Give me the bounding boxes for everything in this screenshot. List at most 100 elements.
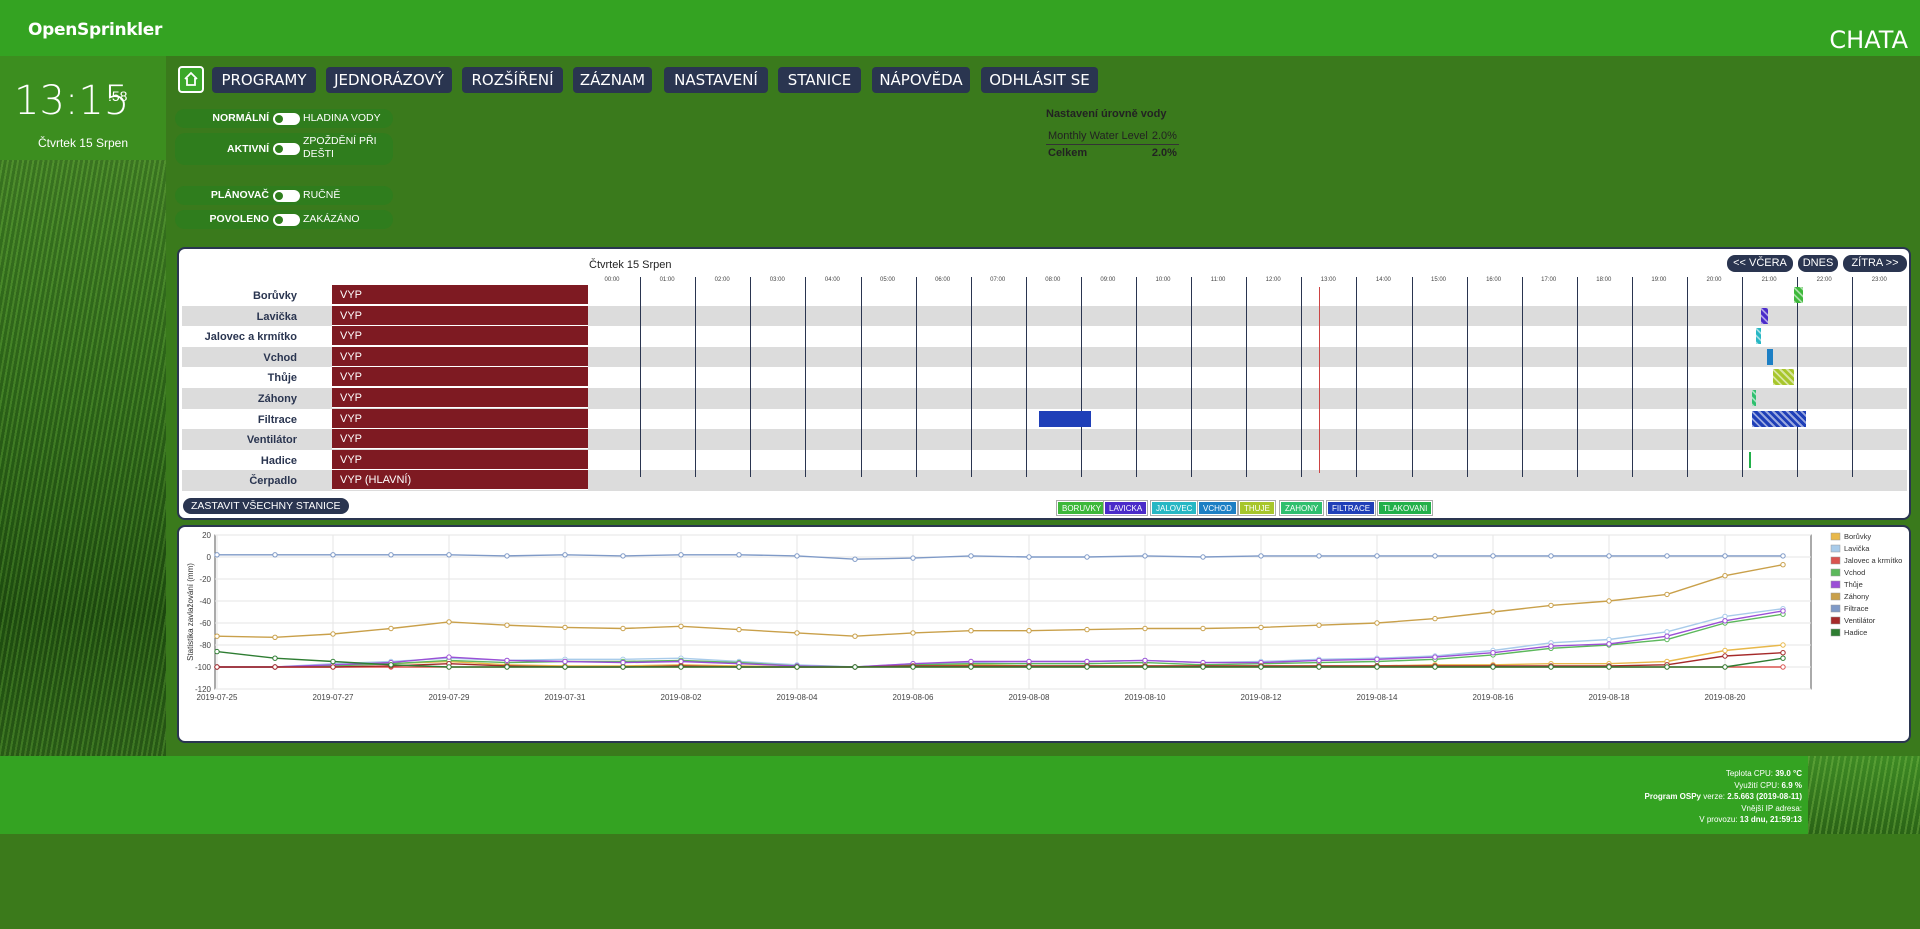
station-state[interactable]: VYP <box>332 305 588 326</box>
data-point <box>504 553 510 559</box>
schedule-bar[interactable] <box>1773 369 1794 386</box>
station-row: Lavička VYP <box>182 305 1907 327</box>
x-tick-label: 2019-07-27 <box>313 693 354 702</box>
station-name[interactable]: Čerpadlo <box>249 475 297 488</box>
station-state[interactable]: VYP <box>332 408 588 429</box>
next-day-button[interactable]: ZÍTRA >> <box>1843 255 1907 272</box>
schedule-bar[interactable] <box>1767 348 1773 365</box>
data-point <box>852 664 858 670</box>
water-row-value: 2.0% <box>1151 130 1177 142</box>
legend-swatch <box>1830 592 1841 601</box>
station-name[interactable]: Jalovec a krmítko <box>204 331 297 344</box>
nav-rozsireni[interactable]: ROZŠÍŘENÍ <box>462 67 563 93</box>
data-point <box>1664 629 1670 635</box>
nav-napoveda[interactable]: NÁPOVĚDA <box>872 67 970 93</box>
nav-odhlasit[interactable]: ODHLÁSIT SE <box>981 67 1098 93</box>
nav-stanice[interactable]: STANICE <box>778 67 861 93</box>
program-label: Program OSPy <box>1644 792 1701 801</box>
sidebar: 13:15 :58 Čtvrtek 15 Srpen <box>0 56 166 756</box>
water-level-row: Monthly Water Level 2.0% <box>1046 128 1179 145</box>
station-name[interactable]: Lavička <box>256 310 297 323</box>
hour-label: 09:00 <box>1100 277 1116 283</box>
schedule-bar[interactable] <box>1761 307 1768 324</box>
nav-nastaveni[interactable]: NASTAVENÍ <box>664 67 768 93</box>
station-name[interactable]: Filtrace <box>257 413 297 426</box>
hour-label: 18:00 <box>1596 277 1612 283</box>
water-level-toggle[interactable]: NORMÁLNÍ HLADINA VODY <box>175 109 393 128</box>
station-name[interactable]: Thůje <box>267 372 297 385</box>
data-point <box>1432 615 1438 622</box>
data-point <box>1432 553 1438 559</box>
y-tick-label: -80 <box>199 641 211 650</box>
toggle-on-label: NORMÁLNÍ <box>212 112 269 124</box>
toggle-switch[interactable] <box>273 143 300 155</box>
data-point <box>1548 643 1554 649</box>
station-name[interactable]: Záhony <box>257 393 297 405</box>
toggle-switch[interactable] <box>273 190 300 202</box>
hour-label: 17:00 <box>1541 277 1557 283</box>
water-level-table: Monthly Water Level 2.0% Celkem 2.0% <box>1046 128 1179 161</box>
data-point <box>1780 650 1786 656</box>
hour-label: 08:00 <box>1045 277 1061 283</box>
station-name[interactable]: Hadice <box>260 454 297 467</box>
series-line <box>217 554 1783 560</box>
data-point <box>388 552 394 558</box>
hour-label: 06:00 <box>935 277 951 283</box>
station-state[interactable]: VYP <box>332 388 588 408</box>
toggle-switch[interactable] <box>273 113 300 125</box>
data-point <box>1722 573 1728 579</box>
legend-label: Hadice <box>1844 628 1867 637</box>
scheduler-toggle[interactable]: PLÁNOVAČ RUČNĚ <box>175 186 393 205</box>
station-state[interactable]: VYP <box>332 367 588 388</box>
station-state[interactable]: VYP <box>332 285 588 305</box>
nav-jednorazovy[interactable]: JEDNORÁZOVÝ <box>326 67 452 93</box>
station-name[interactable]: Borůvky <box>252 290 297 302</box>
home-button[interactable] <box>178 66 204 93</box>
data-point <box>1316 664 1322 670</box>
data-point <box>1316 622 1322 628</box>
program-legend-chip: LAVICKA <box>1102 500 1149 516</box>
data-point <box>446 654 452 660</box>
data-point <box>1374 620 1380 626</box>
enable-toggle[interactable]: POVOLENO ZAKÁZÁNO <box>175 210 393 229</box>
hour-label: 21:00 <box>1761 277 1777 283</box>
nav-zaznam[interactable]: ZÁZNAM <box>573 67 652 93</box>
data-point <box>562 624 568 631</box>
hour-label: 04:00 <box>824 277 840 283</box>
schedule-bar[interactable] <box>1749 451 1751 468</box>
legend-label: Filtrace <box>1844 604 1869 613</box>
station-state[interactable]: VYP (HLAVNÍ) <box>332 470 588 491</box>
stop-all-button[interactable]: ZASTAVIT VŠECHNY STANICE <box>183 498 349 514</box>
rain-delay-toggle[interactable]: AKTIVNÍ ZPOŽDĚNÍ PŘI DEŠTI <box>175 133 393 165</box>
data-point <box>1722 653 1728 659</box>
schedule-bar[interactable] <box>1752 410 1806 427</box>
data-point <box>1200 625 1206 632</box>
station-state[interactable]: VYP <box>332 326 588 347</box>
station-state[interactable]: VYP <box>332 449 588 470</box>
page-bottom <box>0 834 1920 929</box>
station-row: Ventilátor VYP <box>182 429 1907 450</box>
station-name[interactable]: Vchod <box>263 351 297 364</box>
data-point <box>1664 633 1670 639</box>
today-button[interactable]: DNES <box>1798 255 1838 272</box>
station-state[interactable]: VYP <box>332 346 588 367</box>
data-point <box>1780 664 1786 670</box>
y-tick-label: 20 <box>202 531 211 540</box>
app-logo[interactable]: OpenSprinkler <box>28 20 163 40</box>
station-name[interactable]: Ventilátor <box>246 434 297 447</box>
schedule-bar[interactable] <box>1794 287 1803 303</box>
data-point <box>1026 628 1032 634</box>
schedule-bar[interactable] <box>1752 390 1756 406</box>
station-state[interactable]: VYP <box>332 429 588 450</box>
station-row: Borůvky VYP <box>182 285 1907 306</box>
program-legend-chip: ZAHONY <box>1278 500 1325 516</box>
prev-day-button[interactable]: << VČERA <box>1727 255 1793 272</box>
schedule-bar[interactable] <box>1039 410 1091 427</box>
data-point <box>446 552 452 558</box>
schedule-bar[interactable] <box>1756 328 1761 345</box>
toggle-switch[interactable] <box>273 214 300 226</box>
nav-programy[interactable]: PROGRAMY <box>212 67 316 93</box>
hour-label: 07:00 <box>990 277 1006 283</box>
data-point <box>562 658 568 665</box>
